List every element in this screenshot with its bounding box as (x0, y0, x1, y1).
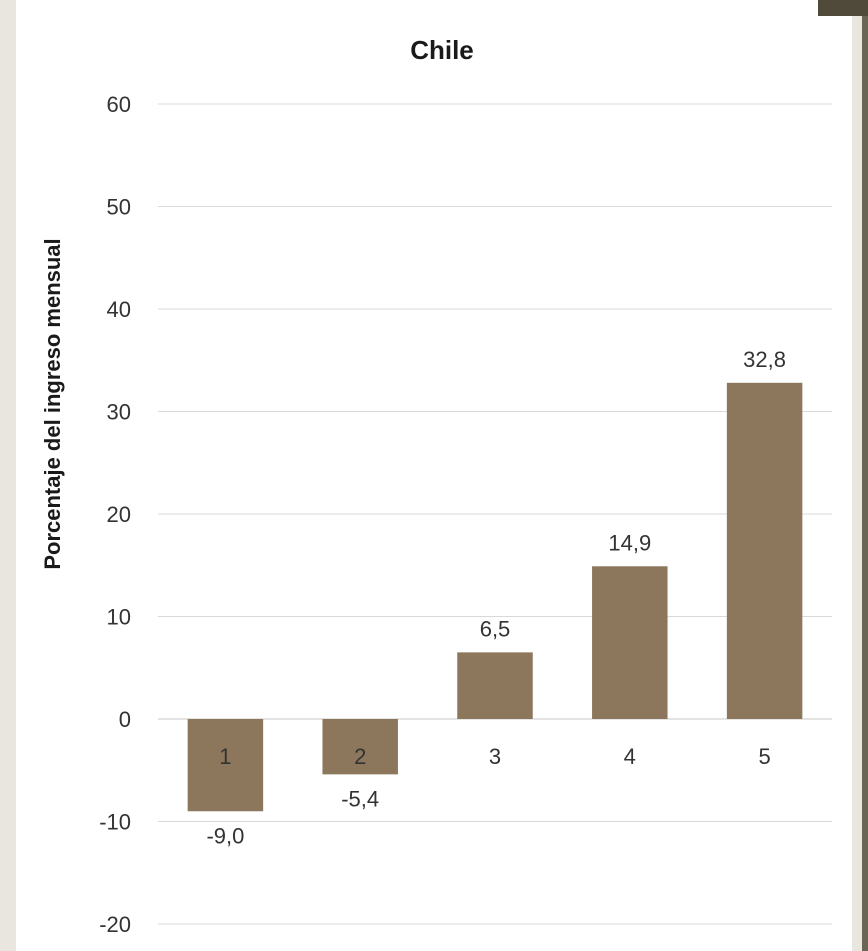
y-tick-label: 60 (107, 92, 131, 117)
data-labels: -9,0 -5,4 6,5 14,9 32,8 (206, 347, 786, 848)
category-label: 2 (354, 744, 366, 769)
y-tick-label: 20 (107, 502, 131, 527)
y-axis-label: Porcentaje del ingreso mensual (40, 238, 65, 569)
bar (592, 566, 668, 719)
category-label: 5 (758, 744, 770, 769)
data-label: 14,9 (608, 530, 651, 555)
category-label: 1 (219, 744, 231, 769)
category-labels: 1 2 3 4 5 (219, 744, 770, 769)
bars (187, 382, 803, 812)
data-label: -5,4 (341, 786, 379, 811)
gridlines (158, 103, 832, 925)
frame-corner (818, 0, 868, 16)
frame-border-left (0, 0, 16, 951)
category-label: 3 (489, 744, 501, 769)
y-tick-label: 40 (107, 297, 131, 322)
y-tick-label: 50 (107, 195, 131, 220)
bar (457, 652, 533, 719)
data-label: 6,5 (480, 616, 511, 641)
data-label: 32,8 (743, 347, 786, 372)
frame-edge (862, 16, 868, 951)
y-tick-labels: 60 50 40 30 20 10 0 -10 -20 (99, 92, 131, 937)
chart-title: Chile (410, 35, 474, 65)
y-tick-label: 30 (107, 400, 131, 425)
y-tick-label: 0 (119, 707, 131, 732)
y-tick-label: -20 (99, 912, 131, 937)
data-label: -9,0 (206, 823, 244, 848)
bar (726, 382, 803, 719)
y-tick-label: -10 (99, 810, 131, 835)
y-tick-label: 10 (107, 605, 131, 630)
bar (322, 719, 398, 775)
category-label: 4 (624, 744, 636, 769)
bar (187, 719, 264, 812)
